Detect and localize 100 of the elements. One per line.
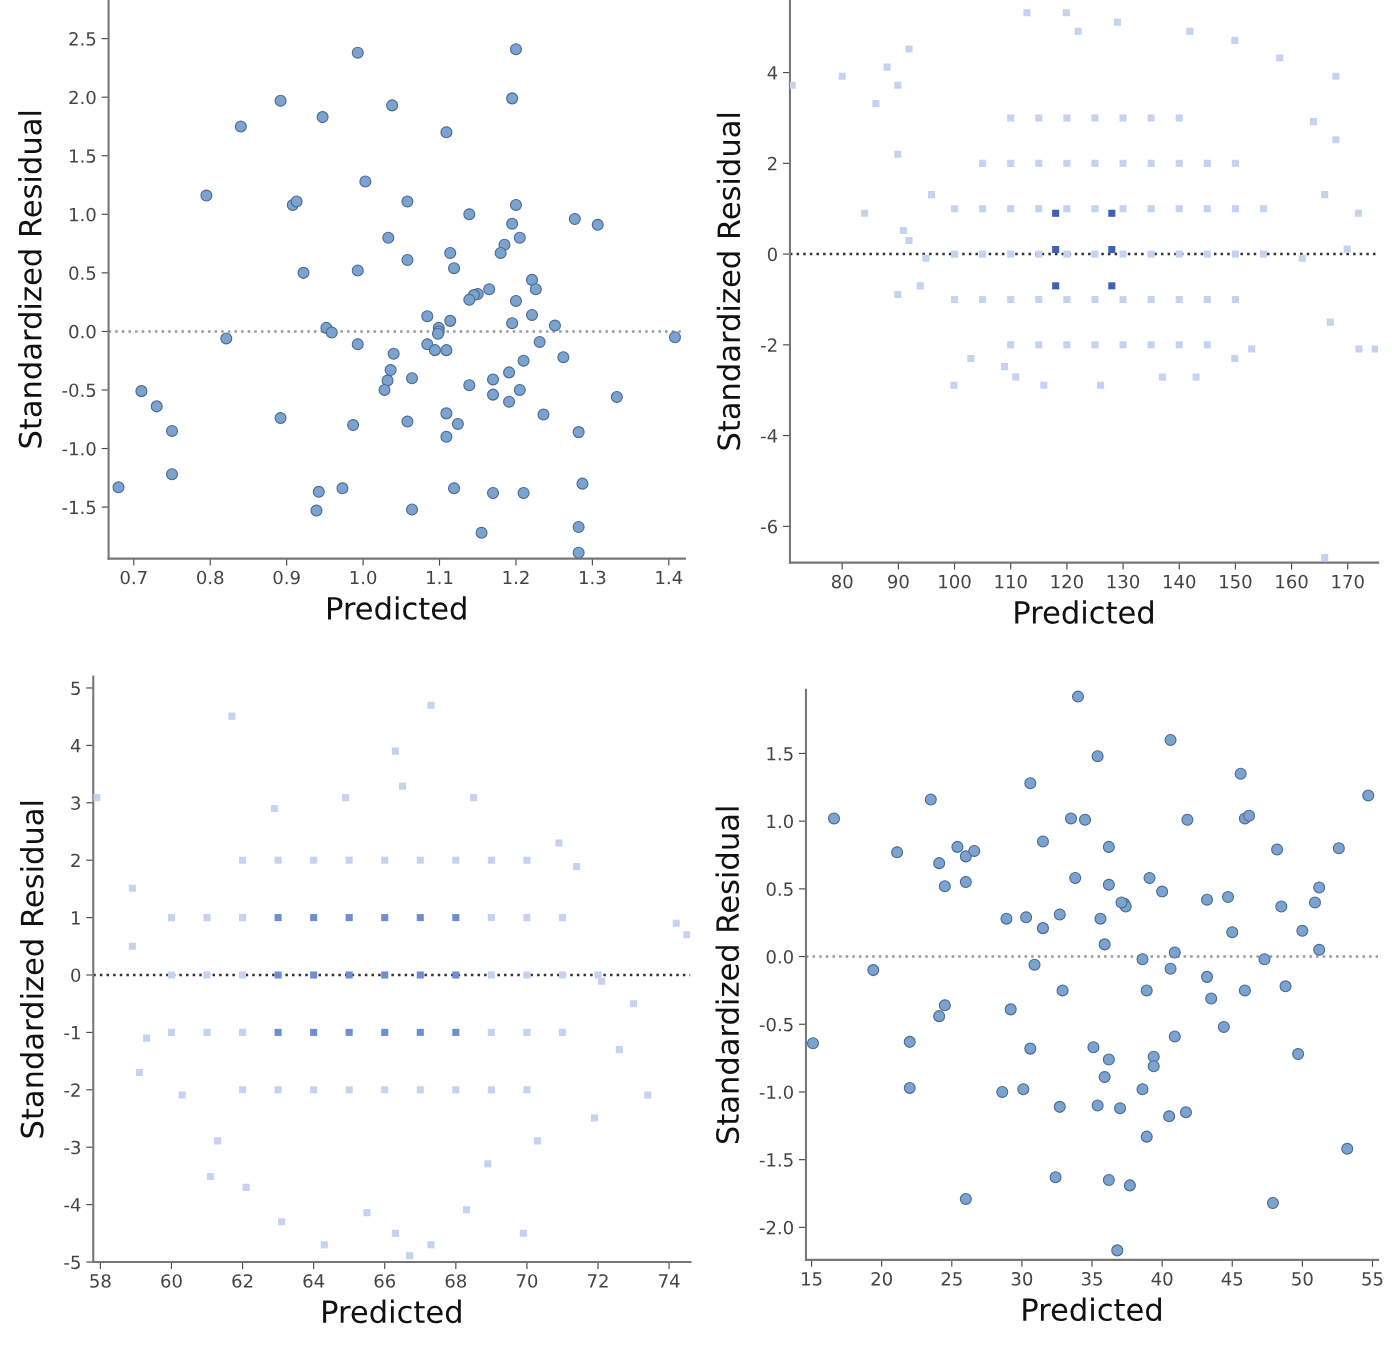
x-tick-label: 140: [1163, 574, 1196, 589]
y-tick-label: 0.5: [766, 882, 793, 896]
y-tick-label: 0: [767, 247, 777, 262]
point: [310, 1028, 318, 1036]
point: [345, 1028, 353, 1036]
y-tick-label: 4: [767, 66, 778, 80]
point: [1052, 246, 1060, 254]
point: [416, 914, 424, 922]
point: [452, 914, 460, 922]
x-tick-label: 74: [659, 1274, 680, 1288]
y-tick-label: 1.0: [70, 207, 96, 222]
y-tick-label: -1: [64, 1026, 80, 1040]
x-tick-label: 1.4: [656, 570, 683, 585]
point: [310, 914, 318, 922]
y-tick-label: -1.5: [759, 1153, 793, 1167]
point: [452, 1028, 460, 1036]
point: [345, 914, 353, 922]
x-tick-label: 25: [941, 1271, 962, 1286]
point: [1108, 246, 1116, 254]
point: [381, 971, 389, 979]
point: [310, 971, 318, 979]
y-tick-label: 5: [71, 681, 80, 696]
y-tick-label: -1.0: [62, 441, 96, 456]
x-tick-label: 1.2: [503, 570, 529, 585]
x-tick-label: 60: [161, 1274, 182, 1288]
x-tick-label: 100: [939, 574, 971, 589]
x-tick-label: 0.7: [120, 570, 147, 585]
point: [274, 971, 282, 979]
y-tick-label: 4: [70, 739, 81, 753]
x-tick-label: 70: [516, 1274, 538, 1288]
y-tick-label: -2: [64, 1083, 80, 1097]
y-tick-label: 2.0: [69, 90, 96, 105]
y-tick-label: 2: [71, 853, 80, 868]
x-tick-label: 35: [1081, 1271, 1102, 1286]
x-tick-label: 1.0: [350, 570, 377, 585]
y-tick-label: -2: [761, 338, 777, 352]
y-tick-label: -1.5: [62, 500, 96, 515]
point: [1052, 209, 1060, 217]
y-tick-label: 3: [71, 796, 81, 810]
point: [381, 1028, 389, 1036]
y-tick-label: -4: [761, 429, 778, 443]
x-tick-label: 160: [1276, 574, 1308, 589]
x-tick-label: 170: [1332, 574, 1364, 589]
y-tick-label: 0.0: [69, 324, 96, 339]
x-tick-label: 1.1: [427, 570, 453, 585]
x-tick-label: 20: [871, 1271, 892, 1286]
y-tick-label: -4: [64, 1198, 81, 1212]
x-tick-label: 66: [374, 1274, 396, 1288]
y-tick-label: 1.5: [767, 747, 793, 761]
x-tick-label: 1.3: [580, 570, 606, 585]
y-tick-label: 2: [767, 156, 777, 171]
x-tick-label: 0.8: [197, 570, 224, 585]
x-axis-title: Predicted: [323, 1299, 461, 1324]
x-tick-label: 40: [1151, 1271, 1173, 1286]
y-tick-label: -3: [64, 1140, 81, 1155]
point: [1108, 209, 1116, 217]
y-tick-label: 1.0: [767, 814, 793, 829]
x-tick-label: 110: [995, 574, 1027, 589]
y-tick-label: 0: [71, 968, 81, 983]
x-tick-label: 58: [90, 1274, 111, 1288]
x-tick-label: 80: [831, 574, 853, 589]
x-axis-title: Predicted: [1015, 600, 1153, 624]
y-axis-title: Standardized Residual: [20, 801, 44, 1138]
x-tick-label: 120: [1051, 574, 1083, 589]
x-tick-label: 68: [445, 1274, 467, 1288]
y-tick-label: -1.0: [759, 1085, 793, 1100]
x-tick-label: 64: [303, 1274, 325, 1288]
x-tick-label: 15: [802, 1272, 822, 1286]
y-tick-label: -0.5: [62, 383, 96, 398]
y-tick-label: -2.0: [759, 1220, 793, 1235]
point: [274, 1028, 282, 1036]
x-tick-label: 55: [1362, 1272, 1383, 1286]
x-tick-label: 0.9: [273, 570, 300, 585]
x-tick-label: 130: [1107, 574, 1140, 589]
point: [274, 914, 282, 922]
y-tick-label: -6: [761, 519, 778, 534]
y-tick-label: 0.0: [766, 950, 793, 964]
y-tick-label: 1.5: [70, 149, 96, 163]
x-tick-label: 72: [588, 1274, 608, 1288]
x-tick-label: 50: [1292, 1271, 1313, 1286]
x-tick-label: 90: [888, 574, 909, 589]
x-tick-label: 30: [1011, 1271, 1033, 1286]
y-tick-label: 1: [71, 911, 80, 925]
y-axis-title: Standardized Residual: [715, 807, 740, 1144]
x-axis-title: Predicted: [1023, 1297, 1161, 1322]
y-tick-label: 0.5: [69, 266, 96, 280]
point: [416, 971, 424, 979]
point: [416, 1028, 424, 1036]
x-tick-label: 45: [1221, 1272, 1243, 1286]
x-tick-label: 62: [232, 1274, 253, 1288]
point: [1052, 282, 1060, 290]
point: [381, 914, 389, 922]
x-axis-title: Predicted: [328, 596, 466, 620]
y-axis-title: Standardized Residual: [716, 113, 741, 450]
point: [452, 971, 460, 979]
point: [345, 971, 353, 979]
y-tick-label: -5: [64, 1255, 80, 1270]
x-tick-label: 150: [1220, 574, 1252, 589]
point: [1108, 282, 1116, 290]
y-tick-label: -0.5: [759, 1017, 793, 1032]
